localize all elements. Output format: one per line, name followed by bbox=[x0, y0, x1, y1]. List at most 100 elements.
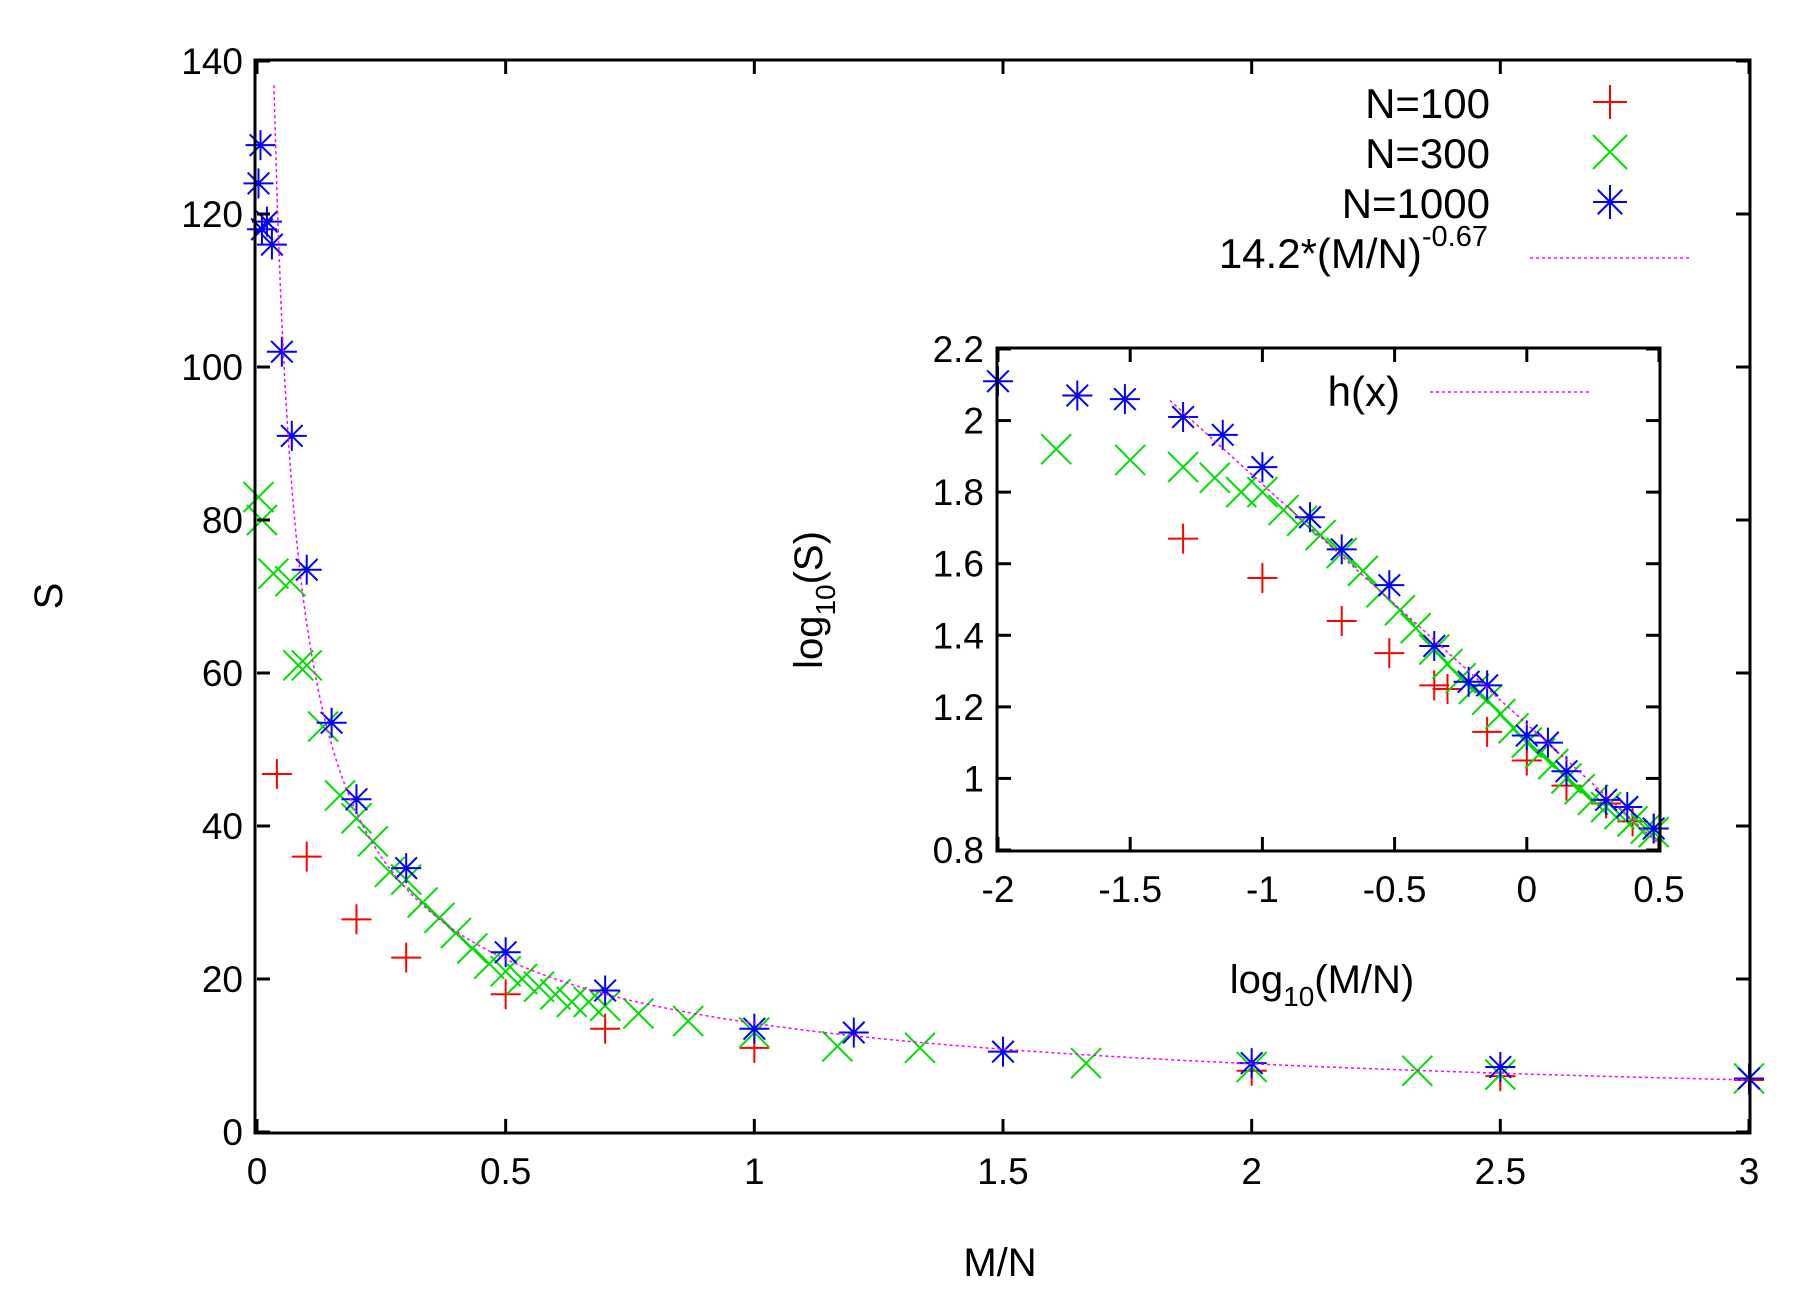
data-point-cross bbox=[1040, 433, 1072, 465]
data-point-cross bbox=[473, 947, 505, 980]
x-tick-label: -0.5 bbox=[1363, 869, 1427, 910]
inset-plot-marks bbox=[983, 366, 1670, 848]
data-point-star bbox=[391, 853, 422, 884]
y-tick-label: 20 bbox=[202, 959, 243, 1000]
data-point-star bbox=[1326, 534, 1357, 565]
x-tick-label: 0.5 bbox=[1633, 869, 1684, 910]
data-point-cross bbox=[1384, 594, 1416, 626]
data-point-cross bbox=[307, 710, 339, 743]
main-y-axis-label: S bbox=[27, 583, 71, 610]
data-point-star bbox=[1207, 419, 1238, 450]
data-point-star bbox=[1168, 401, 1199, 432]
data-point-cross bbox=[556, 986, 588, 1018]
data-point-star bbox=[988, 1036, 1018, 1067]
data-point-star bbox=[291, 554, 322, 585]
data-point-cross bbox=[506, 963, 538, 995]
legend-marker-plus bbox=[1593, 85, 1627, 119]
x-tick-label: -1 bbox=[1246, 869, 1279, 910]
data-point-cross bbox=[1114, 444, 1146, 476]
data-point-plus bbox=[261, 758, 292, 789]
legend-marker-n300 bbox=[1592, 134, 1628, 170]
y-tick-label: 0.8 bbox=[933, 830, 984, 871]
legend-marker-star bbox=[1593, 185, 1627, 219]
x-tick-label: 1 bbox=[744, 1151, 765, 1192]
data-point-plus bbox=[291, 841, 322, 872]
data-point-star bbox=[1472, 670, 1503, 701]
data-point-star bbox=[1551, 756, 1582, 787]
y-tick-label: 100 bbox=[181, 347, 243, 388]
data-point-cross bbox=[257, 557, 290, 590]
data-point-star bbox=[838, 1017, 869, 1048]
data-point-cross bbox=[539, 978, 572, 1011]
x-tick-label: 2.5 bbox=[1475, 1151, 1526, 1192]
data-point-star bbox=[1374, 570, 1405, 601]
data-point-star bbox=[1591, 784, 1622, 815]
x-tick-label: -2 bbox=[982, 869, 1015, 910]
y-tick-label: 140 bbox=[181, 41, 243, 82]
data-point-plus bbox=[1511, 745, 1542, 776]
legend-label-n300: N=300 bbox=[1365, 130, 1490, 177]
data-point-plus bbox=[1247, 563, 1278, 594]
data-point-star bbox=[1638, 813, 1669, 844]
data-point-plus bbox=[1326, 605, 1357, 636]
data-point-star bbox=[243, 168, 274, 199]
inset-legend-label-hx: h(x) bbox=[1328, 368, 1400, 415]
inset-chart: -2 -1.5 -1 -0.5 0 0.5 0.8 1 1.2 1.4 1.6 1.8 2 2.2 lo… bbox=[787, 329, 1685, 1012]
data-point-plus bbox=[1432, 673, 1463, 704]
main-x-axis-label: M/N bbox=[963, 1241, 1036, 1285]
data-point-star bbox=[266, 336, 297, 367]
data-point-star bbox=[1062, 380, 1093, 411]
data-point-cross bbox=[291, 649, 323, 682]
main-plot-marks bbox=[242, 85, 1765, 1095]
data-point-cross bbox=[1563, 773, 1596, 805]
data-point-star bbox=[316, 707, 347, 738]
y-tick-label: 1.4 bbox=[933, 615, 984, 656]
main-x-axis-ticks: 0 0.5 1 1.5 2 2.5 3 bbox=[247, 61, 1759, 1192]
x-tick-label: 0.5 bbox=[480, 1151, 531, 1192]
y-tick-label: 1.8 bbox=[933, 472, 984, 513]
data-point-cross bbox=[904, 1032, 936, 1064]
y-tick-label: 0 bbox=[222, 1112, 243, 1153]
inset-y-axis-label: log10(S) bbox=[787, 531, 841, 669]
data-point-cross bbox=[282, 649, 314, 682]
y-tick-label: 1.6 bbox=[933, 544, 984, 585]
x-tick-label: 0 bbox=[1517, 869, 1538, 910]
data-point-star bbox=[341, 784, 372, 815]
data-point-cross bbox=[357, 825, 389, 858]
fit-curve bbox=[1169, 399, 1660, 845]
inset-legend: h(x) bbox=[1328, 368, 1590, 415]
y-tick-label: 40 bbox=[202, 806, 243, 847]
data-point-cross bbox=[1167, 451, 1199, 483]
data-point-star bbox=[590, 975, 621, 1006]
y-tick-label: 120 bbox=[181, 194, 243, 235]
inset-plot-frame bbox=[995, 346, 1662, 853]
data-point-plus bbox=[1419, 670, 1450, 701]
data-point-cross bbox=[242, 481, 275, 513]
legend-marker-cross bbox=[1592, 134, 1628, 170]
data-point-star bbox=[1485, 1051, 1516, 1082]
x-tick-label: 2 bbox=[1241, 1151, 1262, 1192]
data-point-cross bbox=[821, 1030, 854, 1063]
main-legend: N=100 N=300 N=1000 14.2*(M/N)-0.67 bbox=[1219, 80, 1690, 277]
data-point-plus bbox=[1168, 523, 1199, 554]
data-point-cross bbox=[622, 997, 655, 1030]
y-tick-label: 80 bbox=[202, 500, 243, 541]
data-point-cross bbox=[406, 886, 439, 919]
legend-marker-n1000 bbox=[1593, 185, 1627, 219]
legend-label-n100: N=100 bbox=[1365, 80, 1490, 127]
inset-x-axis-ticks: -2 -1.5 -1 -0.5 0 0.5 bbox=[982, 349, 1685, 910]
main-plot-frame bbox=[253, 58, 1752, 1135]
fit-curve bbox=[273, 85, 1750, 1081]
data-point-plus bbox=[590, 1013, 621, 1044]
data-point-star bbox=[1294, 502, 1325, 533]
legend-label-n1000: N=1000 bbox=[1342, 180, 1490, 227]
inset-x-axis-label: log10(M/N) bbox=[1230, 958, 1415, 1012]
data-point-cross bbox=[1070, 1047, 1102, 1079]
data-point-cross bbox=[1246, 476, 1279, 508]
data-point-plus bbox=[1374, 638, 1405, 669]
data-point-star bbox=[276, 420, 307, 451]
x-tick-label: -1.5 bbox=[1098, 869, 1162, 910]
